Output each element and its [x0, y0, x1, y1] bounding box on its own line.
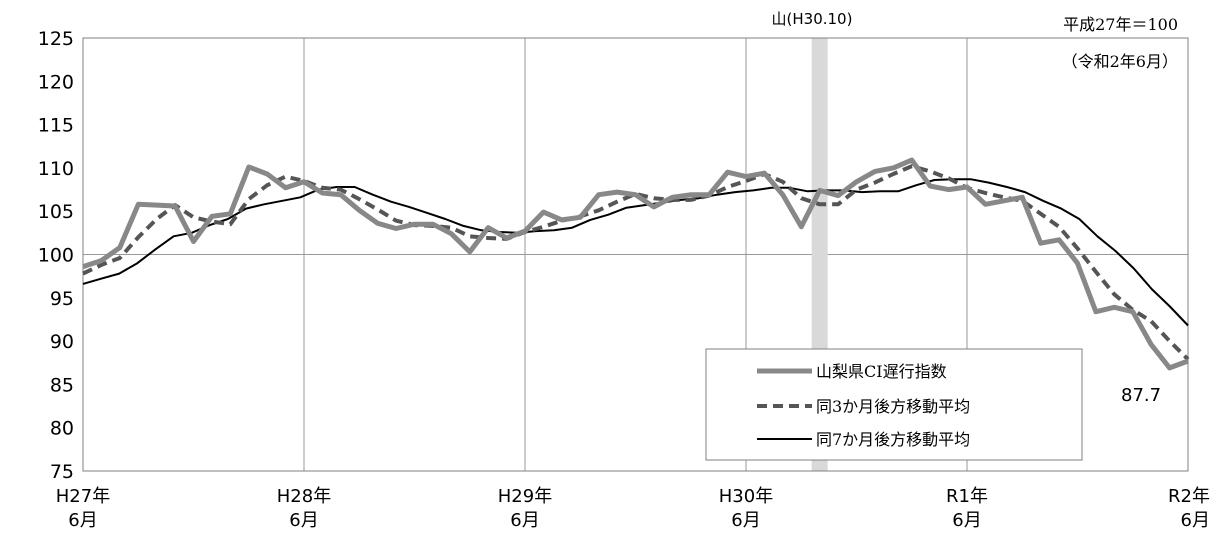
legend-label-series-3: 同7か月後方移動平均	[816, 430, 970, 449]
legend-label-series-2: 同3か月後方移動平均	[816, 397, 970, 416]
y-tick-label: 125	[38, 28, 74, 50]
period-note: （令和2年6月）	[1062, 52, 1178, 71]
y-tick-label: 110	[38, 158, 74, 180]
series-line-2	[82, 164, 1190, 361]
y-tick-label: 90	[50, 331, 74, 353]
y-tick-label: 85	[50, 374, 74, 396]
x-tick-label-month: 6月	[68, 510, 97, 531]
peak-label: 山(H30.10)	[772, 10, 853, 28]
base-year-note: 平成27年＝100	[1063, 15, 1178, 34]
x-tick-label-month: 6月	[510, 510, 539, 531]
x-tick-label-month: 6月	[731, 510, 760, 531]
x-tick-label-year: H30年	[719, 486, 773, 507]
grid-layer	[83, 38, 1188, 471]
legend-box	[705, 348, 1083, 461]
x-tick-label-year: H27年	[56, 486, 110, 507]
x-tick-label-year: H28年	[277, 486, 331, 507]
series-line-1	[82, 157, 1189, 371]
y-axis-ticks: 125 120 115 110 105 100 95 90 85 80 75	[38, 28, 74, 483]
legend: 山梨県CI遅行指数 同3か月後方移動平均 同7か月後方移動平均	[705, 348, 1083, 461]
y-tick-label: 100	[38, 245, 74, 267]
y-tick-label: 120	[38, 71, 74, 93]
x-tick-label-month: 6月	[1181, 510, 1210, 531]
series-line-3	[82, 178, 1189, 327]
end-value-label: 87.7	[1121, 385, 1161, 406]
series-layer	[82, 157, 1190, 371]
y-tick-label: 75	[50, 461, 74, 483]
legend-label-series-1: 山梨県CI遅行指数	[816, 362, 947, 381]
y-tick-label: 105	[38, 201, 74, 223]
y-tick-label: 80	[50, 418, 74, 440]
y-tick-label: 115	[38, 115, 74, 137]
x-tick-label-year: R1年	[946, 486, 988, 507]
x-tick-label-year: H29年	[498, 486, 552, 507]
y-tick-label: 95	[50, 288, 74, 310]
plot-frame	[82, 37, 1189, 472]
x-tick-label-month: 6月	[952, 510, 981, 531]
x-tick-label-year: R2年	[1168, 486, 1210, 507]
x-axis-ticks: H27年 6月 H28年 6月 H29年 6月 H30年 6月 R1年 6月 R2年 6月	[56, 486, 1210, 531]
x-tick-label-month: 6月	[289, 510, 318, 531]
